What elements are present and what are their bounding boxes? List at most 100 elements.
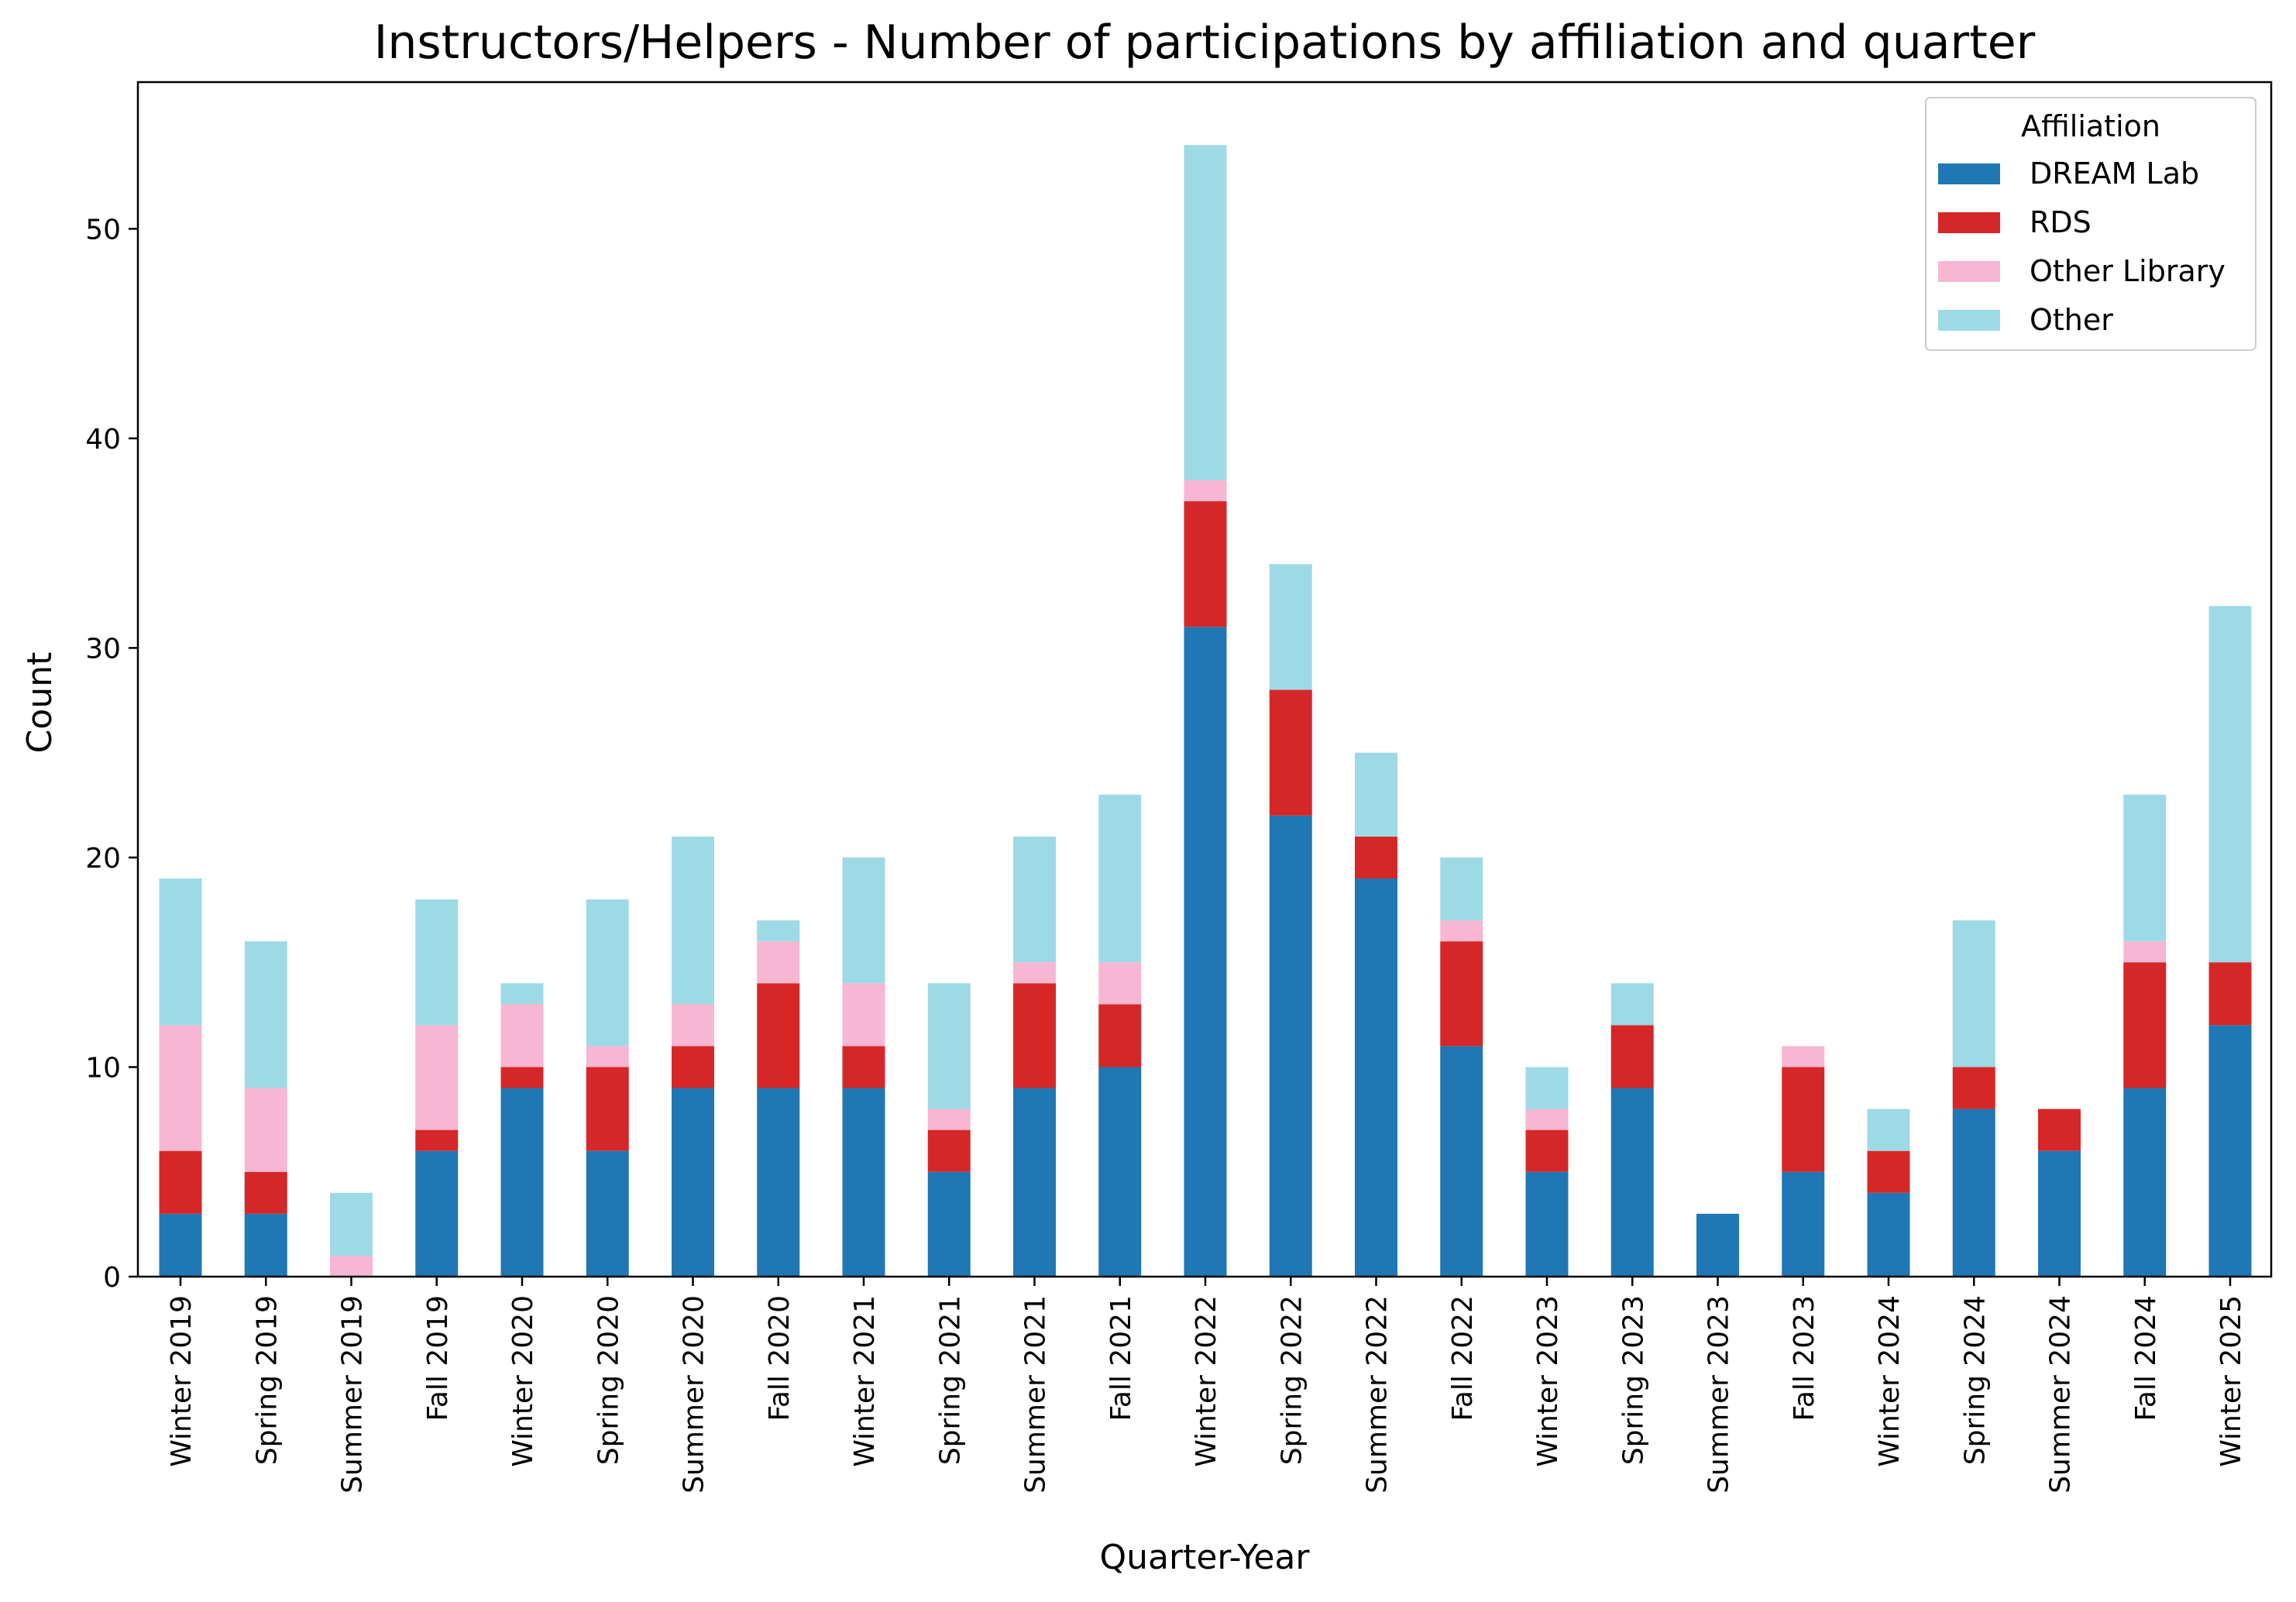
bar-segment-other-library-15 bbox=[1440, 920, 1483, 942]
y-axis-label: Count bbox=[20, 652, 60, 754]
legend-swatch bbox=[1938, 163, 2000, 184]
bar-segment-rds-11 bbox=[1098, 1004, 1142, 1067]
bar-segment-other-library-1 bbox=[244, 1088, 287, 1172]
legend-swatch bbox=[1938, 310, 2000, 331]
bar-segment-dream-lab-23 bbox=[2123, 1088, 2167, 1277]
x-tick-label: Spring 2020 bbox=[593, 1295, 624, 1465]
bar-segment-other-library-6 bbox=[672, 1004, 714, 1047]
bar-segment-dream-lab-12 bbox=[1184, 627, 1227, 1277]
bar-segment-other-7 bbox=[757, 920, 800, 942]
bar-segment-rds-5 bbox=[586, 1067, 629, 1151]
legend-label: Other Library bbox=[2030, 254, 2226, 288]
bar-segment-rds-16 bbox=[1525, 1129, 1569, 1172]
x-tick-label: Winter 2019 bbox=[166, 1295, 198, 1467]
bar-segment-other-23 bbox=[2123, 794, 2167, 942]
bar-segment-dream-lab-20 bbox=[1867, 1192, 1910, 1277]
bar-segment-other-1 bbox=[244, 941, 287, 1088]
x-tick-label: Fall 2019 bbox=[422, 1295, 454, 1422]
x-axis-ticks: Winter 2019 Spring 2019 Summer 2019 Fall 20… bbox=[166, 1277, 2247, 1494]
bar-segment-rds-14 bbox=[1355, 836, 1397, 878]
bar-segment-dream-lab-6 bbox=[672, 1088, 714, 1277]
bar-segment-other-library-3 bbox=[415, 1025, 459, 1130]
x-tick-label: Winter 2023 bbox=[1532, 1295, 1564, 1467]
bar-segment-other-library-5 bbox=[586, 1046, 629, 1067]
plot-frame bbox=[136, 81, 2273, 1278]
bar-segment-rds-9 bbox=[927, 1129, 971, 1172]
bar-segment-other-6 bbox=[672, 836, 714, 1005]
x-tick-label: Spring 2021 bbox=[934, 1295, 966, 1465]
x-tick-label: Winter 2024 bbox=[1874, 1295, 1906, 1467]
bar-segment-rds-23 bbox=[2123, 962, 2167, 1088]
bar-segment-other-library-16 bbox=[1525, 1109, 1569, 1130]
x-tick-label: Summer 2022 bbox=[1362, 1295, 1394, 1494]
bar-segment-other-library-9 bbox=[927, 1109, 971, 1130]
y-axis-ticks: 0 10 20 30 40 50 bbox=[85, 214, 138, 1294]
bar-segment-other-library-10 bbox=[1013, 962, 1056, 984]
bar-segment-dream-lab-9 bbox=[927, 1171, 971, 1277]
bar-segment-rds-15 bbox=[1440, 941, 1483, 1047]
bar-segment-other-9 bbox=[927, 983, 971, 1109]
bar-segment-other-5 bbox=[586, 899, 629, 1047]
x-tick-label: Fall 2024 bbox=[2130, 1295, 2162, 1422]
bar-segment-other-3 bbox=[415, 899, 459, 1026]
bar-segment-rds-7 bbox=[757, 983, 800, 1088]
legend-swatch bbox=[1938, 261, 2000, 282]
bar-segment-rds-6 bbox=[672, 1046, 714, 1088]
legend-label: DREAM Lab bbox=[2030, 156, 2199, 191]
bar-segment-dream-lab-15 bbox=[1440, 1046, 1483, 1277]
bar-segment-dream-lab-14 bbox=[1355, 878, 1397, 1277]
bar-segment-dream-lab-0 bbox=[159, 1213, 202, 1277]
x-tick-label: Fall 2023 bbox=[1789, 1295, 1820, 1422]
bar-segment-other-12 bbox=[1184, 145, 1227, 480]
bar-segment-dream-lab-4 bbox=[500, 1088, 544, 1277]
bar-segment-dream-lab-24 bbox=[2208, 1025, 2252, 1277]
bar-segment-rds-24 bbox=[2208, 962, 2252, 1026]
bar-segment-other-15 bbox=[1440, 857, 1483, 921]
bar-segment-other-4 bbox=[500, 983, 544, 1005]
bar-segment-rds-8 bbox=[842, 1046, 885, 1088]
bar-segment-other-16 bbox=[1525, 1067, 1569, 1109]
bar-segment-other-14 bbox=[1355, 752, 1397, 837]
bar-segment-rds-4 bbox=[500, 1067, 544, 1088]
bar-segment-other-24 bbox=[2208, 606, 2252, 963]
x-tick-label: Winter 2022 bbox=[1191, 1295, 1222, 1467]
bar-segment-dream-lab-5 bbox=[586, 1150, 629, 1277]
bar-segment-other-library-0 bbox=[159, 1025, 202, 1151]
bar-segment-dream-lab-8 bbox=[842, 1088, 885, 1277]
bar-segment-other-library-7 bbox=[757, 941, 800, 984]
bar-segment-rds-12 bbox=[1184, 501, 1227, 627]
x-tick-label: Spring 2023 bbox=[1617, 1295, 1649, 1465]
bar-segment-dream-lab-22 bbox=[2038, 1150, 2081, 1277]
bar-segment-rds-0 bbox=[159, 1150, 202, 1214]
bar-segment-dream-lab-18 bbox=[1696, 1213, 1739, 1277]
bar-segment-rds-1 bbox=[244, 1171, 287, 1214]
x-tick-label: Winter 2020 bbox=[507, 1295, 539, 1467]
bar-segment-other-0 bbox=[159, 878, 202, 1026]
x-tick-label: Summer 2024 bbox=[2045, 1295, 2077, 1494]
legend-box bbox=[1925, 97, 2256, 351]
chart-title: Instructors/Helpers - Number of particip… bbox=[374, 15, 2036, 70]
x-tick-label: Fall 2020 bbox=[764, 1295, 796, 1422]
x-tick-label: Summer 2020 bbox=[679, 1295, 710, 1494]
bar-segment-other-13 bbox=[1269, 564, 1312, 690]
x-tick-label: Summer 2021 bbox=[1020, 1295, 1052, 1494]
bar-segment-other-library-11 bbox=[1098, 962, 1142, 1005]
y-tick-label: 30 bbox=[85, 633, 121, 665]
bar-segment-other-17 bbox=[1610, 983, 1654, 1026]
bar-segment-other-2 bbox=[330, 1192, 373, 1256]
y-tick-label: 0 bbox=[103, 1262, 121, 1294]
bar-segment-other-8 bbox=[842, 857, 885, 984]
x-tick-label: Winter 2025 bbox=[2215, 1295, 2247, 1467]
bar-segment-dream-lab-1 bbox=[244, 1213, 287, 1277]
bar-segment-other-library-23 bbox=[2123, 941, 2167, 963]
y-tick-label: 20 bbox=[85, 843, 121, 875]
bar-segment-dream-lab-19 bbox=[1782, 1171, 1825, 1277]
bar-segment-dream-lab-11 bbox=[1098, 1067, 1142, 1277]
bar-segment-dream-lab-17 bbox=[1610, 1088, 1654, 1277]
bar-segment-dream-lab-16 bbox=[1525, 1171, 1569, 1277]
y-tick-label: 50 bbox=[85, 214, 121, 246]
bar-segment-dream-lab-7 bbox=[757, 1088, 800, 1277]
bar-segment-other-library-19 bbox=[1782, 1046, 1825, 1067]
